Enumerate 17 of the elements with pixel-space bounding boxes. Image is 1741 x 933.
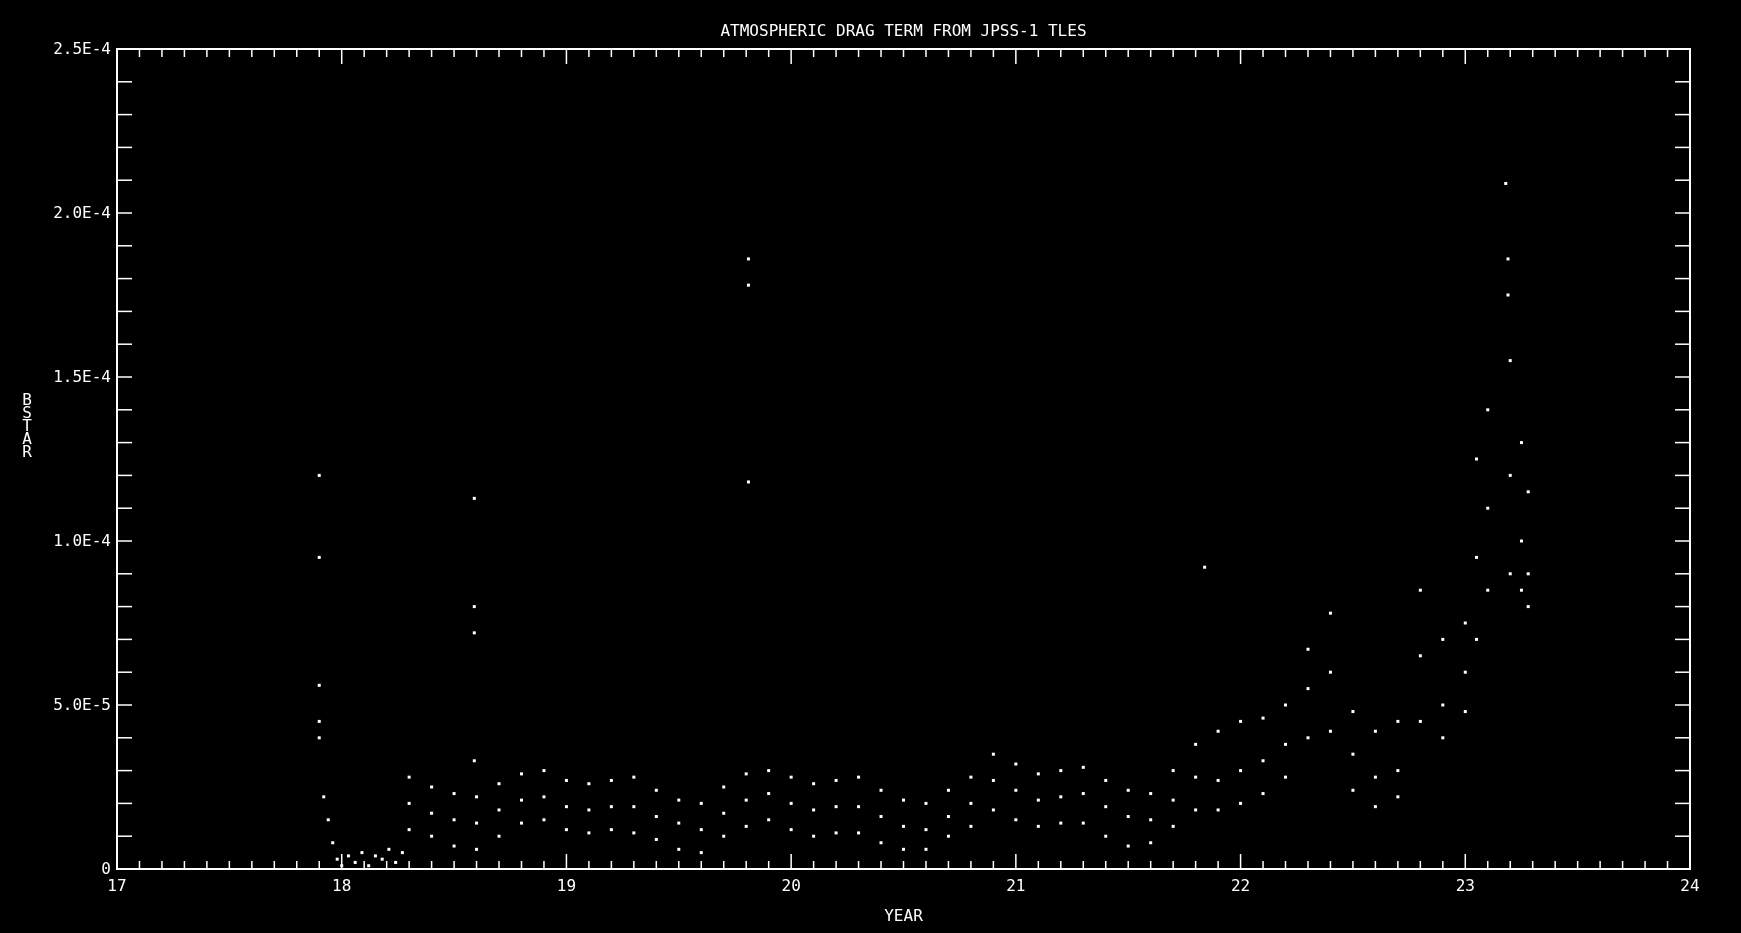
- y-tick-label: 2.5E-4: [53, 39, 111, 58]
- x-tick-label: 24: [1680, 876, 1700, 895]
- y-tick-label: 0: [101, 859, 111, 878]
- x-tick-label: 22: [1230, 876, 1251, 895]
- x-tick-label: 19: [556, 876, 577, 895]
- y-tick-label: 1.5E-4: [53, 367, 111, 386]
- y-tick-label: 1.0E-4: [53, 531, 111, 550]
- chart-title: ATMOSPHERIC DRAG TERM FROM JPSS-1 TLES: [720, 21, 1087, 40]
- x-tick-label: 23: [1455, 876, 1475, 895]
- y-tick-label: 2.0E-4: [53, 203, 111, 222]
- x-tick-label: 21: [1006, 876, 1026, 895]
- x-tick-label: 17: [107, 876, 127, 895]
- y-axis-title: BSTAR: [22, 390, 33, 461]
- x-tick-label: 18: [332, 876, 352, 895]
- x-axis-title: YEAR: [884, 906, 924, 925]
- x-tick-label: 20: [781, 876, 801, 895]
- y-tick-label: 5.0E-5: [53, 695, 111, 714]
